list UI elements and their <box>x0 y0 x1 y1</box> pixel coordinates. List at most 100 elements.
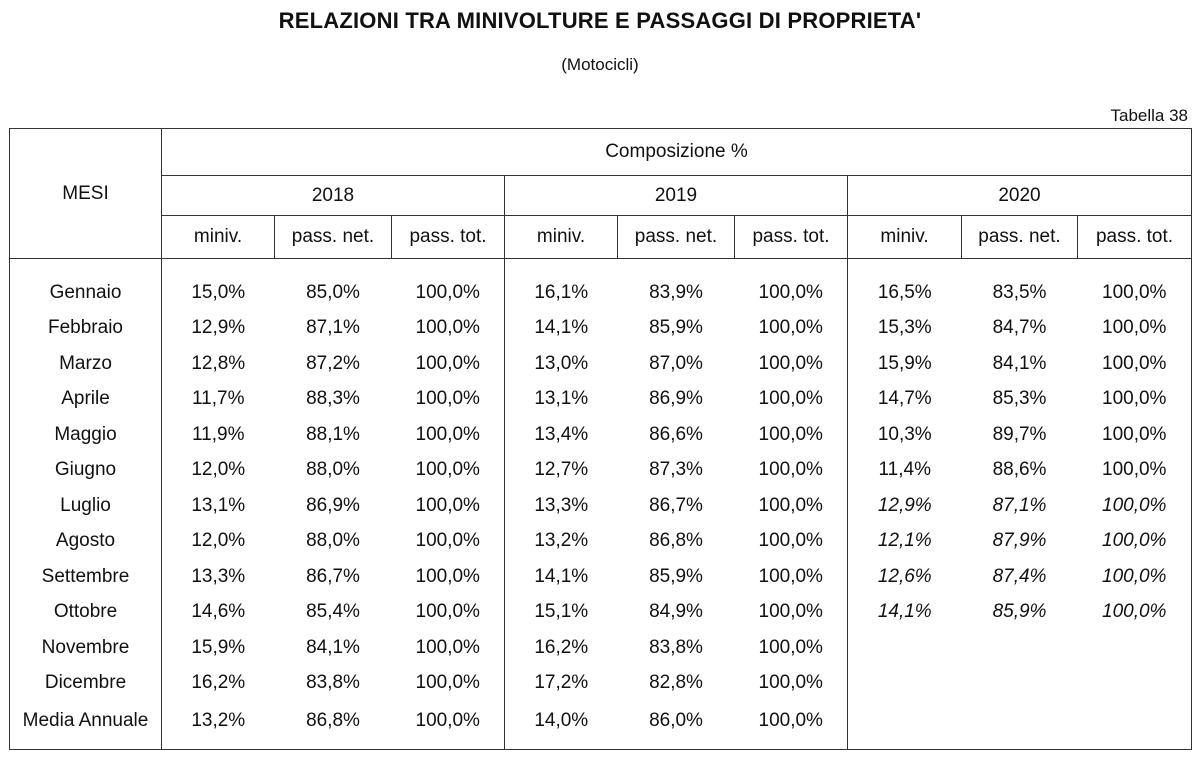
table-cell: 15,1% <box>534 601 589 623</box>
table-cell: 100,0% <box>734 559 848 595</box>
header-group: Composizione % <box>161 128 1192 176</box>
table-cell: 14,1% <box>877 601 932 623</box>
table-cell: 11,7% <box>192 388 245 410</box>
table-cell: 100,0% <box>734 417 848 453</box>
table-cell: 15,9% <box>877 352 932 374</box>
row-label: Ottobre <box>9 594 162 630</box>
header-sub-miniv: miniv. <box>161 215 275 259</box>
table-cell: 100,0% <box>391 275 505 311</box>
row-label: Gennaio <box>9 275 162 311</box>
table-cell: 13,1% <box>191 494 246 516</box>
table-cell: 83,8% <box>306 672 360 694</box>
table-cell: 13,4% <box>534 423 589 445</box>
header-sub-pass-tot: pass. tot. <box>1077 215 1192 259</box>
table-row: Settembre 13,3% 86,7% 100,0% 14,1% 85,9% 100,0… <box>9 559 1192 595</box>
table-cell: 88,0% <box>306 530 360 552</box>
table-cell: 100,0% <box>391 488 505 524</box>
table-cell: 100,0% <box>1077 594 1192 630</box>
table-row: Media Annuale 13,2% 86,8% 100,0% 14,0% 86,0% 1… <box>9 701 1192 741</box>
table-cell: 13,1% <box>534 388 589 410</box>
header-sub-pass-net: pass. net. <box>617 215 735 259</box>
table-cell: 13,2% <box>191 710 246 731</box>
header-sub-pass-tot: pass. tot. <box>734 215 848 259</box>
table-cell: 100,0% <box>1077 381 1192 417</box>
table-cell: 85,4% <box>306 601 360 623</box>
table-row: Ottobre 14,6% 85,4% 100,0% 15,1% 84,9% 100,0% 1… <box>9 594 1192 630</box>
table-cell: 100,0% <box>734 630 848 666</box>
table-cell: 100,0% <box>1077 310 1192 346</box>
table-cell <box>848 630 962 666</box>
table-cell: 100,0% <box>734 701 848 741</box>
table-cell: 100,0% <box>391 417 505 453</box>
table-cell: 12,6% <box>877 565 932 587</box>
row-label: Dicembre <box>9 665 162 701</box>
table-cell: 12,1% <box>877 530 932 552</box>
table-cell: 100,0% <box>734 381 848 417</box>
header-sub-miniv: miniv. <box>847 215 962 259</box>
table-cell: 100,0% <box>734 523 848 559</box>
table-cell: 84,1% <box>992 352 1047 374</box>
table-cell: 17,2% <box>534 672 589 694</box>
table-cell: 100,0% <box>734 310 848 346</box>
row-label: Aprile <box>9 381 162 417</box>
table-cell: 87,9% <box>992 530 1047 552</box>
table-cell <box>1077 701 1192 741</box>
table-cell: 88,0% <box>306 459 360 481</box>
table-cell: 85,3% <box>992 388 1047 410</box>
table-cell: 12,9% <box>191 317 246 339</box>
table-cell: 85,9% <box>649 317 703 339</box>
header-year-2018: 2018 <box>161 175 505 216</box>
table-cell: 100,0% <box>1077 559 1192 595</box>
table-cell: 83,9% <box>649 281 703 303</box>
table-cell: 86,9% <box>649 388 703 410</box>
header-sub-pass-net: pass. net. <box>274 215 392 259</box>
header-sub-miniv: miniv. <box>504 215 618 259</box>
table-cell: 88,3% <box>306 388 360 410</box>
table-cell: 84,1% <box>306 636 360 658</box>
table-cell: 85,9% <box>649 565 703 587</box>
table-row: Marzo 12,8% 87,2% 100,0% 13,0% 87,0% 100,0% 15,… <box>9 346 1192 382</box>
data-table: MESI Composizione % 2018 2019 2020 miniv… <box>9 128 1192 750</box>
table-spacer-top <box>9 258 1192 275</box>
table-cell: 87,4% <box>992 565 1047 587</box>
table-cell: 83,8% <box>649 636 703 658</box>
table-cell: 86,8% <box>649 530 703 552</box>
table-cell: 100,0% <box>734 275 848 311</box>
table-spacer-bottom <box>9 741 1192 750</box>
row-label: Luglio <box>9 488 162 524</box>
table-cell: 86,7% <box>649 494 703 516</box>
table-cell: 87,1% <box>992 494 1047 516</box>
table-cell: 100,0% <box>391 630 505 666</box>
row-label: Febbraio <box>9 310 162 346</box>
table-cell: 100,0% <box>1077 488 1192 524</box>
table-cell <box>1077 630 1192 666</box>
table-cell: 15,0% <box>191 281 246 303</box>
table-cell: 87,2% <box>306 352 360 374</box>
table-cell: 14,6% <box>191 601 246 623</box>
table-cell: 14,0% <box>534 710 589 731</box>
table-cell <box>848 701 962 741</box>
table-cell: 10,3% <box>877 423 932 445</box>
table-cell: 15,3% <box>877 317 932 339</box>
table-row: Novembre 15,9% 84,1% 100,0% 16,2% 83,8% 100,0% <box>9 630 1192 666</box>
table-cell: 16,1% <box>534 281 589 303</box>
table-cell: 100,0% <box>1077 275 1192 311</box>
table-cell: 100,0% <box>734 594 848 630</box>
table-row: Agosto 12,0% 88,0% 100,0% 13,2% 86,8% 100,0% 12… <box>9 523 1192 559</box>
table-cell: 100,0% <box>391 701 505 741</box>
table-cell: 15,9% <box>191 636 246 658</box>
table-cell: 100,0% <box>734 346 848 382</box>
table-cell: 16,2% <box>534 636 589 658</box>
table-cell: 100,0% <box>391 346 505 382</box>
header-sub-pass-net: pass. net. <box>961 215 1078 259</box>
row-label: Maggio <box>9 417 162 453</box>
table-cell <box>1077 665 1192 701</box>
table-cell: 86,6% <box>649 423 703 445</box>
table-cell: 100,0% <box>391 452 505 488</box>
table-cell: 100,0% <box>734 488 848 524</box>
table-cell: 12,0% <box>191 459 246 481</box>
table-cell: 100,0% <box>391 523 505 559</box>
row-label: Marzo <box>9 346 162 382</box>
table-cell: 84,7% <box>992 317 1047 339</box>
table-cell: 83,5% <box>992 281 1047 303</box>
